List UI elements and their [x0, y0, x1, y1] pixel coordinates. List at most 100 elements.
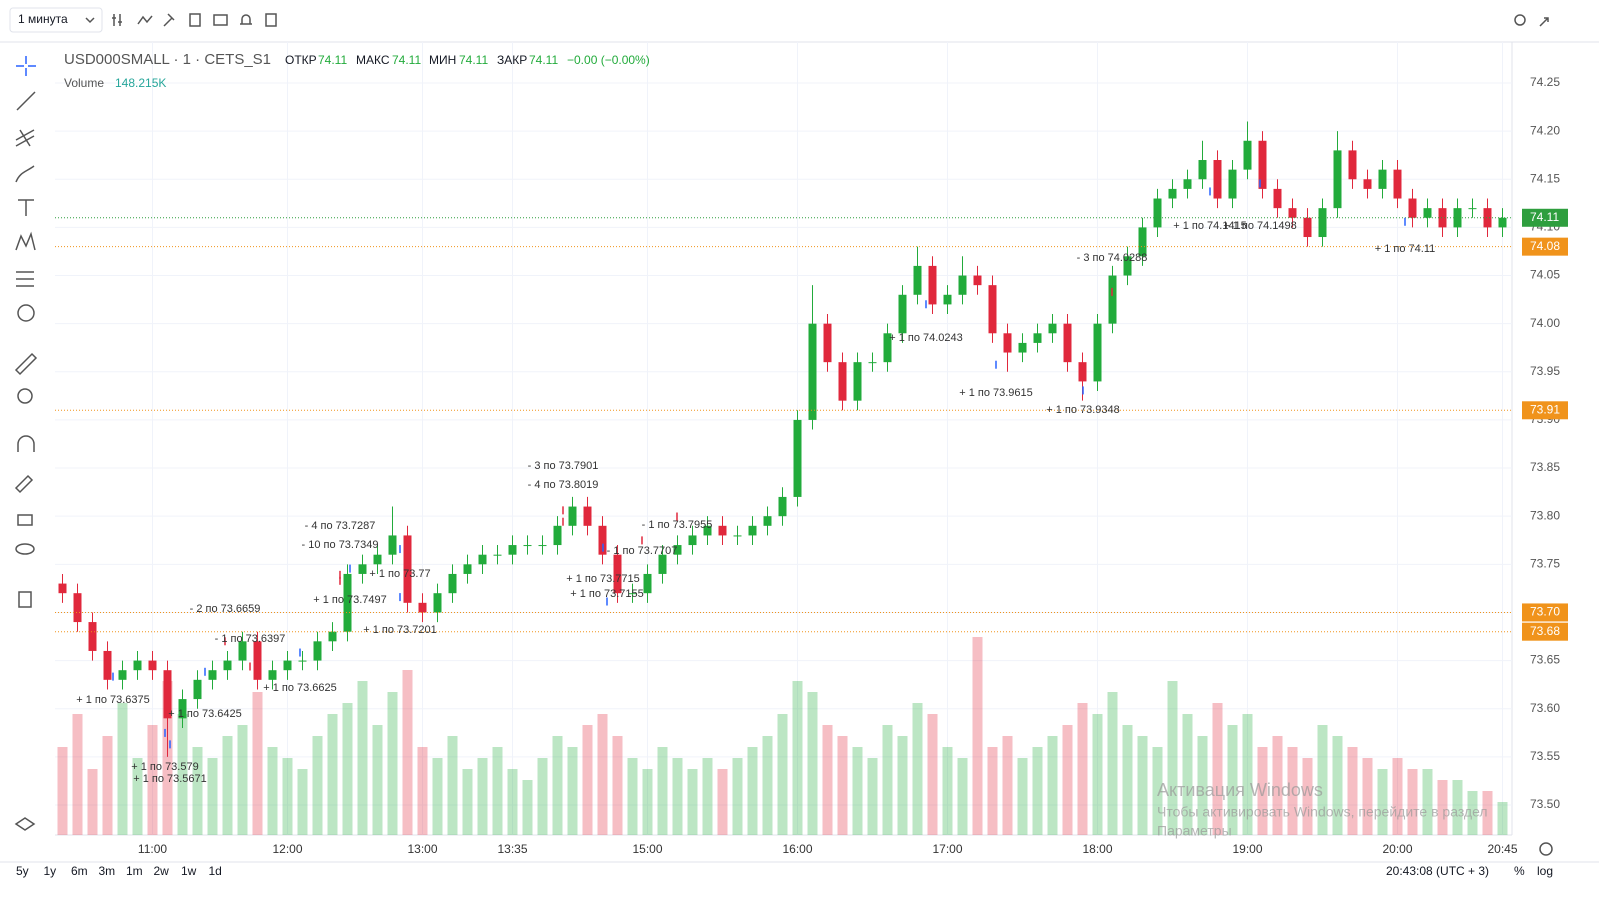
volume-bar — [177, 714, 188, 835]
high-label: МАКС — [356, 53, 390, 67]
range-button[interactable]: 2w — [154, 864, 170, 878]
fib-tool[interactable] — [15, 129, 35, 147]
volume-bar — [1317, 725, 1328, 835]
y-tick-label: 73.55 — [1530, 749, 1560, 763]
text-tool[interactable] — [18, 199, 34, 216]
watermark-line: Параметры — [1157, 823, 1232, 839]
candle-body — [148, 660, 157, 671]
candle-body — [538, 545, 547, 547]
volume-bar — [807, 692, 818, 835]
line-tool[interactable] — [16, 91, 36, 111]
candle-body — [1453, 208, 1462, 228]
forecast-tool[interactable] — [16, 271, 34, 287]
axis-settings[interactable] — [1539, 842, 1553, 856]
trade-label: + 1 по 74.0243 — [889, 332, 963, 344]
range-button[interactable]: 3m — [99, 864, 116, 878]
candle-body — [628, 593, 637, 595]
crosshair-tool[interactable] — [16, 56, 36, 76]
hide-tool[interactable] — [15, 543, 35, 555]
candle-body — [718, 525, 727, 536]
candle-body — [1363, 179, 1372, 189]
candle-body — [1333, 150, 1342, 209]
y-tick-label: 73.80 — [1530, 508, 1560, 522]
open-value: 74.11 — [318, 53, 347, 67]
volume-bar — [117, 703, 128, 835]
candle-body — [853, 362, 862, 401]
ruler-tool[interactable] — [14, 352, 38, 376]
trade-label: + 1 по 74.11 — [1375, 243, 1436, 255]
volume-bar — [1482, 791, 1493, 835]
candle-body — [463, 564, 472, 574]
candle-body — [1498, 217, 1507, 228]
trade-label: - 1 по 73.7707 — [607, 545, 678, 557]
range-button[interactable]: 1d — [209, 864, 222, 878]
tools-icon[interactable] — [163, 13, 175, 27]
candle-body — [283, 660, 292, 671]
volume-value: 148.215K — [115, 76, 166, 90]
range-button[interactable]: 1m — [126, 864, 143, 878]
range-button[interactable]: 6m — [71, 864, 88, 878]
volume-bar — [1182, 714, 1193, 835]
add-icon[interactable] — [265, 13, 277, 27]
notes-icon[interactable] — [189, 13, 201, 27]
magnet-tool[interactable] — [17, 435, 35, 452]
candle-body — [1168, 188, 1177, 199]
volume-bar — [987, 747, 998, 835]
x-tick-label: 12:00 — [272, 842, 302, 856]
zoom-tool[interactable] — [17, 388, 33, 404]
delete-tool[interactable] — [18, 591, 32, 608]
candle-body — [343, 573, 352, 632]
alert-icon[interactable] — [240, 14, 252, 25]
candle-body — [523, 545, 532, 547]
volume-bar — [1467, 791, 1478, 835]
candle-body — [1243, 140, 1252, 170]
fullscreen-icon[interactable] — [1539, 17, 1549, 27]
watermark: Активация Windows Чтобы активировать Win… — [1157, 780, 1488, 839]
candle-body — [1393, 169, 1402, 199]
volume-bar — [207, 758, 218, 835]
volume-bar — [747, 747, 758, 835]
range-button[interactable]: 5y — [16, 864, 29, 878]
volume-bar — [447, 736, 458, 835]
volume-bar — [372, 725, 383, 835]
volume-bar — [897, 736, 908, 835]
candle-body — [388, 535, 397, 555]
trade-label: - 2 по 73.6659 — [190, 603, 261, 615]
log-toggle[interactable]: log — [1537, 864, 1553, 878]
candle-body — [58, 583, 67, 594]
symbol: USD000SMALL · 1 · CETS_S1 — [64, 51, 271, 68]
candle-body — [103, 650, 112, 680]
compare-icon[interactable] — [137, 15, 153, 25]
volume-bar — [522, 780, 533, 835]
candle-body — [1378, 169, 1387, 189]
volume-bar — [822, 725, 833, 835]
layers-tool[interactable] — [14, 817, 36, 831]
lock-tool[interactable] — [17, 514, 33, 526]
price-label: 74.11 — [1530, 210, 1559, 224]
dropdown-icon[interactable] — [85, 17, 95, 24]
trade-label: + 1 по 73.6425 — [168, 708, 242, 720]
trade-label: + 1 по 73.7201 — [363, 624, 437, 636]
indicators-icon[interactable] — [112, 14, 122, 26]
volume-bar — [72, 714, 83, 835]
volume-bar — [852, 747, 863, 835]
volume-bar — [1257, 747, 1268, 835]
percent-toggle[interactable]: % — [1514, 864, 1525, 878]
candle-body — [208, 670, 217, 680]
volume-bar — [1347, 747, 1358, 835]
candle-body — [328, 631, 337, 642]
range-button[interactable]: 1w — [181, 864, 197, 878]
brush-tool[interactable] — [15, 165, 35, 183]
volume-bar — [402, 670, 413, 835]
portfolio-icon[interactable] — [213, 14, 228, 26]
volume-bar — [912, 703, 923, 835]
pattern-tool[interactable] — [15, 231, 36, 251]
settings-icon[interactable] — [1514, 14, 1526, 26]
interval-select[interactable] — [9, 7, 103, 33]
candle-body — [223, 660, 232, 671]
range-button[interactable]: 1y — [44, 864, 57, 878]
emoji-tool[interactable] — [17, 304, 35, 322]
volume-bar — [327, 714, 338, 835]
candle-body — [403, 535, 412, 603]
lock-draw-tool[interactable] — [14, 474, 34, 494]
